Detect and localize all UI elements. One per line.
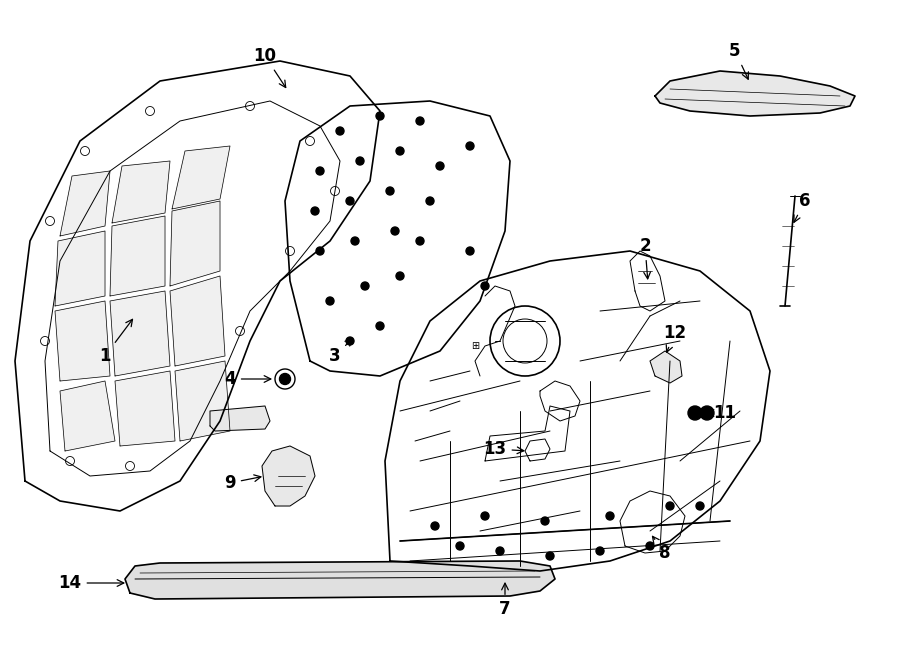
Polygon shape xyxy=(175,361,230,441)
Polygon shape xyxy=(385,251,770,571)
Circle shape xyxy=(346,337,354,345)
Polygon shape xyxy=(210,406,270,431)
Circle shape xyxy=(316,247,324,255)
Circle shape xyxy=(351,237,359,245)
Circle shape xyxy=(700,406,714,420)
Polygon shape xyxy=(620,491,685,553)
Text: 1: 1 xyxy=(99,319,132,365)
Circle shape xyxy=(316,167,324,175)
Polygon shape xyxy=(655,71,855,116)
Circle shape xyxy=(436,162,444,170)
Circle shape xyxy=(646,542,654,550)
Circle shape xyxy=(426,197,434,205)
Polygon shape xyxy=(262,446,315,506)
Text: 14: 14 xyxy=(58,574,124,592)
Circle shape xyxy=(396,147,404,155)
Polygon shape xyxy=(15,61,380,511)
Text: 3: 3 xyxy=(329,339,352,365)
Polygon shape xyxy=(650,351,682,383)
Polygon shape xyxy=(170,201,220,286)
Text: 4: 4 xyxy=(224,370,271,388)
Polygon shape xyxy=(115,371,175,446)
Circle shape xyxy=(356,157,364,165)
Text: 8: 8 xyxy=(652,536,670,562)
Circle shape xyxy=(466,247,474,255)
Circle shape xyxy=(466,142,474,150)
Polygon shape xyxy=(112,161,170,223)
Polygon shape xyxy=(60,171,110,236)
Text: 12: 12 xyxy=(663,324,687,352)
Text: 11: 11 xyxy=(707,404,736,422)
Circle shape xyxy=(311,207,319,215)
Circle shape xyxy=(456,542,464,550)
Polygon shape xyxy=(55,301,110,381)
Circle shape xyxy=(416,117,424,125)
Polygon shape xyxy=(60,381,115,451)
Circle shape xyxy=(386,187,394,195)
Text: ⊞: ⊞ xyxy=(471,341,479,351)
Text: 6: 6 xyxy=(794,192,811,222)
Polygon shape xyxy=(630,251,665,311)
Text: 9: 9 xyxy=(224,474,261,492)
Circle shape xyxy=(391,227,399,235)
Circle shape xyxy=(666,502,674,510)
Polygon shape xyxy=(525,439,550,461)
Circle shape xyxy=(346,197,354,205)
Circle shape xyxy=(696,502,704,510)
Circle shape xyxy=(541,517,549,525)
Polygon shape xyxy=(110,291,170,376)
Text: 10: 10 xyxy=(254,47,285,87)
Circle shape xyxy=(376,112,384,120)
Polygon shape xyxy=(55,231,105,306)
Circle shape xyxy=(688,406,702,420)
Circle shape xyxy=(546,552,554,560)
Circle shape xyxy=(596,547,604,555)
Text: 5: 5 xyxy=(729,42,749,79)
Circle shape xyxy=(431,522,439,530)
Text: 2: 2 xyxy=(639,237,651,279)
Circle shape xyxy=(336,127,344,135)
Polygon shape xyxy=(110,216,165,296)
Polygon shape xyxy=(125,561,555,599)
Polygon shape xyxy=(172,146,230,209)
Circle shape xyxy=(396,272,404,280)
Circle shape xyxy=(376,322,384,330)
Text: 13: 13 xyxy=(483,440,524,458)
Circle shape xyxy=(496,547,504,555)
Circle shape xyxy=(280,373,291,385)
Circle shape xyxy=(606,512,614,520)
Circle shape xyxy=(481,282,489,290)
Polygon shape xyxy=(170,276,225,366)
Text: 7: 7 xyxy=(500,583,511,618)
Circle shape xyxy=(481,512,489,520)
Circle shape xyxy=(326,297,334,305)
Circle shape xyxy=(416,237,424,245)
Polygon shape xyxy=(285,101,510,376)
Circle shape xyxy=(361,282,369,290)
